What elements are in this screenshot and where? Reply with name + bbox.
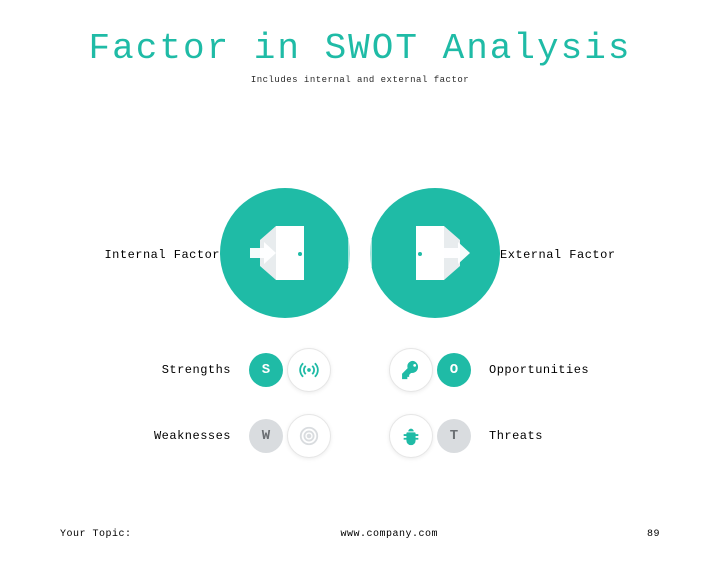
page-subtitle: Includes internal and external factor <box>0 75 720 85</box>
letter-o: O <box>437 353 471 387</box>
strengths-label: Strengths <box>25 363 245 377</box>
external-factor-label: External Factor <box>500 248 640 262</box>
swot-row: Strengths S O Opportunities <box>0 348 720 392</box>
footer-topic: Your Topic: <box>60 529 132 540</box>
letter-t: T <box>437 419 471 453</box>
bug-icon <box>389 414 433 458</box>
letter-s: S <box>249 353 283 387</box>
target-icon <box>287 414 331 458</box>
footer: Your Topic: www.company.com 89 <box>0 529 720 540</box>
external-circle <box>370 188 500 318</box>
threats-label: Threats <box>475 429 695 443</box>
footer-url: www.company.com <box>132 529 647 540</box>
swot-row: Weaknesses W T Threats <box>0 414 720 458</box>
key-icon <box>389 348 433 392</box>
broadcast-icon <box>287 348 331 392</box>
internal-factor-label: Internal Factor <box>80 248 220 262</box>
factor-diagram: Internal Factor External Factor <box>0 188 720 318</box>
letter-w: W <box>249 419 283 453</box>
door-in-icon <box>250 218 320 288</box>
internal-circle <box>220 188 350 318</box>
opportunities-label: Opportunities <box>475 363 695 377</box>
swot-rows: Strengths S O Opportunities Weaknesses W <box>0 348 720 480</box>
page-title: Factor in SWOT Analysis <box>0 28 720 69</box>
footer-page-number: 89 <box>647 529 660 540</box>
weaknesses-label: Weaknesses <box>25 429 245 443</box>
door-out-icon <box>400 218 470 288</box>
